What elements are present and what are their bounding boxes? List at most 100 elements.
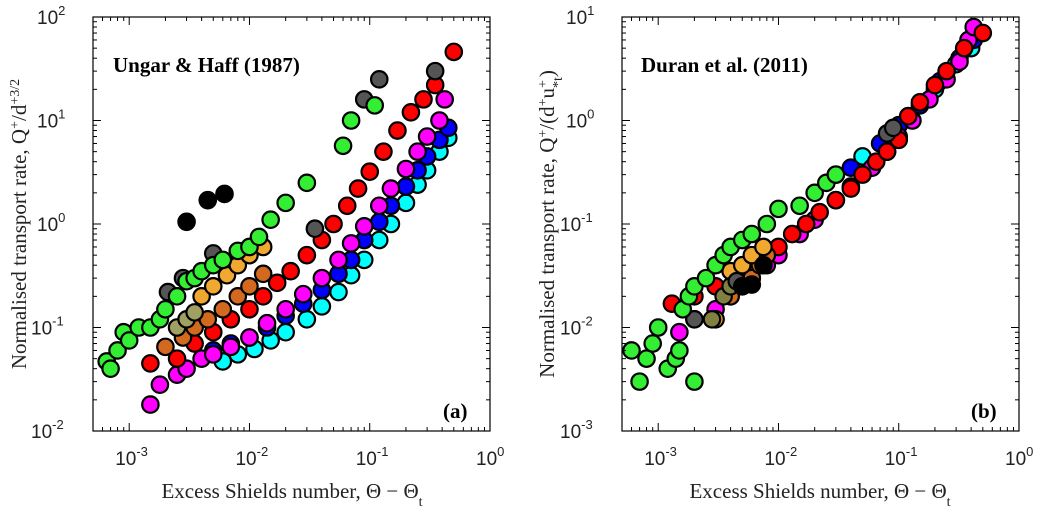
data-point <box>240 299 259 319</box>
y-tick-label: 10-3 <box>560 417 593 443</box>
data-point <box>417 127 437 146</box>
data-point <box>369 70 389 89</box>
data-point <box>167 349 187 368</box>
data-point <box>401 103 421 122</box>
y-tick-label: 100 <box>566 107 594 133</box>
data-point <box>685 310 704 329</box>
data-point <box>381 179 401 198</box>
data-point <box>240 328 259 347</box>
data-point <box>826 165 846 184</box>
x-tick-label: 10-3 <box>115 444 148 470</box>
data-point <box>305 219 325 239</box>
data-point <box>369 212 389 232</box>
data-point <box>782 224 802 244</box>
data-point <box>360 162 380 182</box>
data-point <box>670 341 689 360</box>
data-point <box>883 118 903 138</box>
data-point <box>253 264 273 284</box>
data-point <box>141 354 160 373</box>
panel-label-a: (a) <box>443 399 468 423</box>
data-point <box>240 277 259 296</box>
points-a <box>97 42 464 414</box>
data-point <box>119 331 139 350</box>
data-point <box>637 349 656 368</box>
y-tick-label: 102 <box>37 3 65 29</box>
x-tick-label: 10-1 <box>356 444 389 470</box>
data-point <box>156 299 175 319</box>
data-point <box>810 202 829 222</box>
data-point <box>365 96 385 115</box>
data-point <box>396 177 416 196</box>
data-point <box>354 217 374 236</box>
data-point <box>877 142 897 161</box>
data-point <box>276 193 295 213</box>
data-point <box>925 75 945 95</box>
data-point <box>796 214 816 234</box>
axes-frame-b <box>621 16 1020 432</box>
panel-label-b: (b) <box>971 399 997 423</box>
data-point <box>696 268 716 288</box>
data-point <box>101 359 120 378</box>
y-tick-label: 10-1 <box>560 210 593 236</box>
data-point <box>167 287 187 306</box>
data-point <box>249 227 269 247</box>
y-tick-label: 101 <box>566 3 594 29</box>
data-point <box>203 277 223 296</box>
data-point <box>348 179 368 198</box>
data-point <box>685 372 704 391</box>
data-point <box>213 250 233 270</box>
x-tick-label: 10-1 <box>885 444 918 470</box>
data-point <box>973 23 993 43</box>
x-tick-label: 100 <box>476 444 504 470</box>
data-point <box>805 183 824 203</box>
data-point <box>329 282 348 302</box>
ticks-b: 10-3 10-2 10-1 100 10-3 10-2 10-1 100 101 <box>560 3 1033 470</box>
data-point <box>297 310 317 329</box>
panel-b: 10-3 10-2 10-1 100 10-3 10-2 10-1 100 101 Duran … <box>535 3 1033 510</box>
data-point <box>276 322 295 342</box>
data-point <box>954 38 974 58</box>
data-point <box>754 237 773 257</box>
data-point <box>435 90 454 109</box>
data-point <box>297 173 317 193</box>
data-point <box>841 179 861 198</box>
data-point <box>630 372 649 391</box>
data-point <box>643 334 663 353</box>
data-point <box>670 322 689 342</box>
data-point <box>192 287 211 306</box>
data-point <box>742 275 762 294</box>
data-point <box>341 234 361 253</box>
x-tick-label: 10-2 <box>235 444 268 470</box>
data-point <box>221 337 241 357</box>
data-point <box>898 106 918 126</box>
data-point <box>742 224 762 244</box>
data-point <box>337 196 357 216</box>
points-b <box>622 17 993 391</box>
data-point <box>253 287 273 306</box>
data-point <box>297 245 317 265</box>
x-axis-label-b: Excess Shields number, Θ − Θt <box>689 479 950 510</box>
data-point <box>281 261 300 281</box>
data-point <box>203 345 223 364</box>
data-point <box>757 214 777 234</box>
data-point <box>769 199 788 219</box>
data-point <box>185 303 204 322</box>
data-point <box>228 287 248 306</box>
y-axis-label-a: Normalised transport rate, Q+/d+3/2 <box>7 79 31 369</box>
data-point <box>648 318 668 337</box>
data-point <box>215 184 234 204</box>
axes-frame-a <box>92 16 491 432</box>
y-axis-label-b: Normalised transport rate, Q+/(d+u+*t) <box>535 70 566 378</box>
data-point <box>198 190 218 210</box>
data-point <box>754 255 773 275</box>
x-tick-label: 100 <box>1005 444 1033 470</box>
data-point <box>396 159 416 179</box>
data-point <box>388 121 407 140</box>
x-tick-label: 10-2 <box>764 444 797 470</box>
data-point <box>408 142 427 161</box>
y-tick-label: 100 <box>37 210 65 236</box>
data-point <box>257 313 277 333</box>
data-point <box>108 341 127 360</box>
data-point <box>276 299 295 319</box>
data-point <box>910 92 930 112</box>
